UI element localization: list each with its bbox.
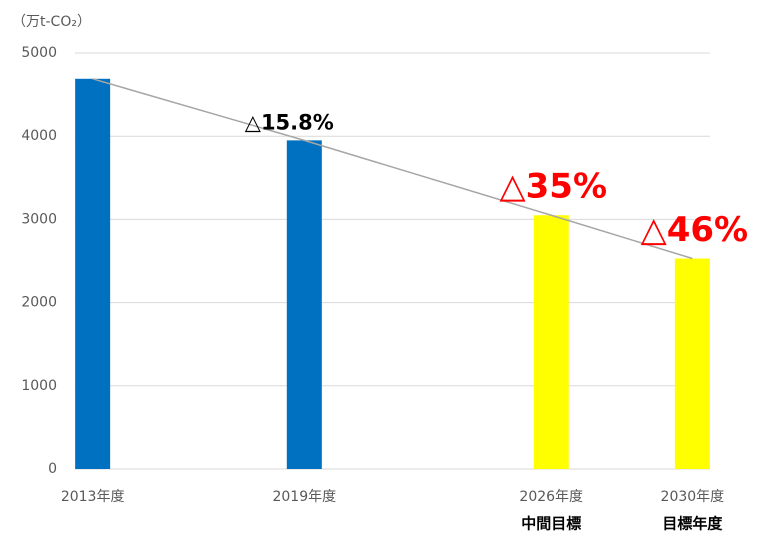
y-tick-label: 3000 [21,211,57,227]
y-tick-label: 0 [48,461,57,477]
y-tick-label: 4000 [21,128,57,144]
unit-label: （万t-CO₂） [12,14,91,30]
bar [286,140,322,470]
x-sublabel: 目標年度 [662,515,723,533]
trend-line [92,78,693,260]
x-sublabel: 中間目標 [521,515,581,533]
x-tick-label: 2030年度 [661,489,725,505]
annotation: △15.8% [245,110,334,134]
bar [75,78,111,470]
x-tick-label: 2013年度 [61,489,125,505]
bar [674,258,710,469]
y-tick-label: 1000 [21,378,57,394]
bar [533,215,569,469]
annotation: △35% [499,167,607,207]
x-tick-label: 2026年度 [519,489,583,505]
x-tick-label: 2019年度 [272,489,336,505]
y-tick-label: 5000 [21,45,57,61]
annotation: △46% [641,210,749,250]
y-tick-label: 2000 [21,295,57,311]
